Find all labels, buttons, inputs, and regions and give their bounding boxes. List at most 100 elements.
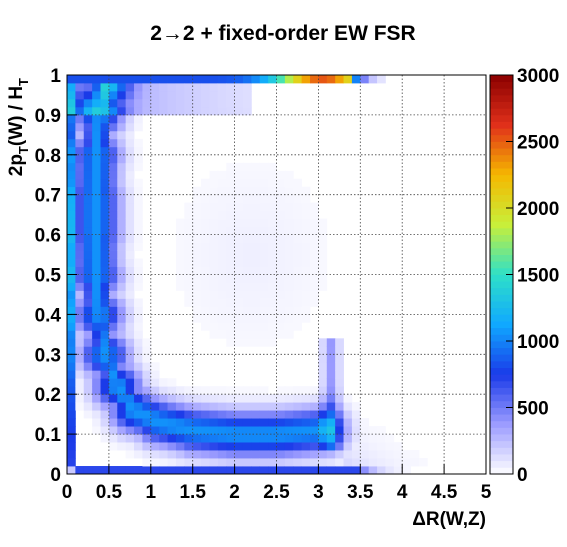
heatmap-cell (100, 322, 110, 331)
heatmap-cell (201, 282, 210, 291)
heatmap-cell (318, 394, 328, 403)
grid-lines (67, 75, 486, 474)
heatmap-cell (92, 394, 101, 403)
heatmap-cell (100, 258, 110, 267)
heatmap-cell (134, 210, 143, 220)
colorbar-segment (490, 154, 513, 162)
colorbar-segment (490, 88, 513, 96)
heatmap-cell (92, 338, 101, 347)
heatmap-cell (293, 418, 303, 427)
heatmap-cell (92, 370, 101, 379)
heatmap-cell (242, 170, 252, 180)
heatmap-cell (108, 234, 118, 243)
heatmap-cell (117, 178, 127, 188)
heatmap-cell (318, 426, 328, 435)
heatmap-cell (108, 266, 118, 275)
heatmap-cell (75, 346, 85, 355)
heatmap-cell (259, 394, 269, 403)
heatmap-cell (150, 458, 160, 467)
heatmap-cell (201, 306, 210, 315)
heatmap-cell (175, 282, 185, 291)
heatmap-cell (251, 394, 261, 403)
heatmap-cell (251, 210, 261, 220)
heatmap-cell (351, 450, 361, 459)
heatmap-cell (83, 258, 93, 267)
heatmap-cell (167, 450, 177, 459)
heatmap-cell (226, 242, 235, 251)
heatmap-cell (175, 466, 185, 475)
heatmap-cell (83, 354, 93, 363)
heatmap-cell (209, 386, 219, 395)
heatmap-cell (217, 82, 227, 92)
heatmap-cell (142, 402, 152, 411)
heatmap-cell (318, 234, 328, 243)
heatmap-cell (217, 386, 227, 395)
heatmap-cell (134, 266, 143, 275)
heatmap-cell (351, 458, 361, 467)
colorbar-segment (490, 387, 513, 395)
heatmap-cell (67, 258, 76, 267)
heatmap-cell (242, 394, 252, 403)
heatmap-cell (301, 282, 311, 291)
heatmap-cell (310, 75, 319, 84)
heatmap-cell (75, 370, 85, 379)
heatmap-cell (217, 402, 227, 411)
heatmap-cell (92, 282, 101, 291)
heatmap-cell (75, 338, 85, 347)
heatmap-cell (217, 226, 227, 235)
heatmap-cell (108, 386, 118, 395)
heatmap-cell (318, 274, 328, 283)
heatmap-cell (368, 466, 378, 475)
colorbar-segment (490, 128, 513, 136)
heatmap-cell (335, 386, 344, 395)
heatmap-cell (92, 402, 101, 411)
heatmap-cell (117, 338, 127, 347)
heatmap-cell (343, 410, 353, 419)
heatmap-cell (67, 394, 76, 403)
heatmap-cell (125, 90, 135, 100)
heatmap-cell (209, 418, 219, 427)
heatmap-cell (226, 306, 235, 315)
heatmap-cell (284, 75, 294, 84)
x-axis-label: ΔR(W,Z) (412, 509, 486, 530)
heatmap-cell (167, 106, 177, 116)
heatmap-cell (259, 442, 269, 451)
heatmap-cell (326, 378, 336, 387)
heatmap-cell (184, 75, 194, 84)
heatmap-cell (134, 138, 143, 148)
heatmap-cell (226, 90, 235, 100)
x-tick-label: 2.5 (263, 482, 290, 503)
heatmap-cell (175, 458, 185, 467)
heatmap-cell (83, 274, 93, 283)
heatmap-cell (242, 434, 252, 443)
heatmap-cell (217, 434, 227, 443)
heatmap-cell (393, 442, 403, 451)
heatmap-cell (226, 258, 235, 267)
heatmap-cell (209, 258, 219, 267)
heatmap-cell (226, 266, 235, 275)
heatmap-cell (209, 218, 219, 228)
heatmap-cell (150, 362, 160, 371)
heatmap-cell (259, 290, 269, 299)
heatmap-cell (326, 402, 336, 411)
heatmap-cell (393, 458, 403, 467)
heatmap-cell (351, 410, 361, 419)
heatmap-cell (377, 442, 386, 451)
heatmap-cell (125, 466, 135, 475)
colorbar-segment (490, 148, 513, 156)
heatmap-cell (108, 186, 118, 196)
heatmap-cell (134, 386, 143, 395)
heatmap-cell (100, 210, 110, 220)
heatmap-cell (125, 122, 135, 132)
heatmap-cell (83, 122, 93, 132)
heatmap-cell (167, 90, 177, 100)
heatmap-cell (310, 258, 319, 267)
heatmap-cell (67, 114, 76, 124)
heatmap-cell (134, 186, 143, 196)
heatmap-cell (117, 370, 127, 379)
heatmap-cell (117, 82, 127, 92)
heatmap-cell (242, 82, 252, 92)
colorbar-segment (490, 267, 513, 275)
heatmap-cell (326, 338, 336, 347)
heatmap-cell (184, 402, 194, 411)
